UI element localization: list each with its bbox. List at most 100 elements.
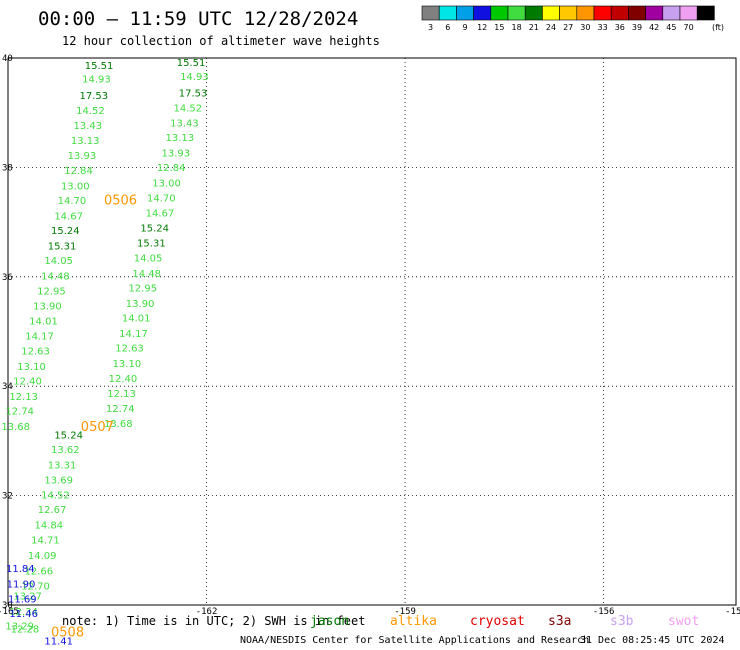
swh-value: 13.43 (74, 121, 103, 132)
pass-label: 0508 (51, 626, 84, 641)
footer-note: note: 1) Time is in UTC; 2) SWH is in fe… (62, 614, 365, 628)
legend-label: 21 (529, 23, 539, 32)
legend-label: 9 (462, 23, 467, 32)
legend-swatch (438, 5, 457, 21)
swh-value: 14.05 (134, 253, 163, 264)
y-tick-label: 38 (2, 163, 13, 173)
mission-s3b: s3b (610, 614, 634, 629)
swh-value: 13.00 (61, 181, 90, 192)
swh-value: 14.17 (25, 332, 54, 343)
legend-label: 15 (494, 23, 504, 32)
swh-value: 12.84 (64, 166, 93, 177)
y-tick-label: 36 (2, 273, 13, 283)
swh-value: 12.66 (25, 566, 54, 577)
swh-value: 17.53 (79, 91, 108, 102)
legend-swatch (559, 5, 578, 21)
swh-value: 12.63 (115, 344, 144, 355)
swh-value: 13.31 (48, 460, 77, 471)
swh-value: 13.13 (71, 136, 100, 147)
mission-jason: jason (310, 614, 349, 629)
plot-frame (7, 57, 737, 606)
footer-timestamp: 31 Dec 08:25:45 UTC 2024 (580, 635, 725, 646)
legend-swatch (610, 5, 629, 21)
swh-value: 11.46 (9, 609, 38, 620)
swh-value: 14.93 (180, 72, 209, 83)
swh-value: 15.31 (137, 239, 166, 250)
legend-label: 45 (666, 23, 676, 32)
swh-value: 11.41 (44, 636, 73, 647)
grid-lines (8, 58, 736, 605)
swh-value: 15.24 (140, 223, 169, 234)
legend-swatch (645, 5, 664, 21)
color-legend: 3 6 9 12 15 18 21 24 27 30 33 36 39 42 45 70 (421, 5, 715, 32)
swh-value: 12.95 (37, 286, 66, 297)
mission-swot: swot (668, 614, 699, 629)
swh-value: 12.13 (107, 389, 136, 400)
swh-value: 13.10 (113, 359, 142, 370)
legend-label: 42 (649, 23, 659, 32)
swh-value: 12.74 (106, 404, 135, 415)
swh-value: 14.67 (146, 209, 175, 220)
legend-swatch (679, 5, 698, 21)
swh-value: 12.74 (5, 407, 34, 418)
legend-swatch (490, 5, 509, 21)
swh-value: 13.29 (5, 622, 34, 633)
swh-value: 14.48 (132, 269, 161, 280)
mission-legend: jason altika cryosat s3a s3b swot (310, 614, 699, 629)
swh-values: 15.51 14.93 17.53 14.52 13.43 13.13 13.93 12.84… (1, 58, 209, 647)
swh-value: 12.70 (21, 582, 50, 593)
swh-value: 14.84 (34, 520, 63, 531)
swh-value: 15.51 (85, 61, 114, 72)
swh-value: 14.48 (41, 272, 70, 283)
legend-label: 30 (580, 23, 590, 32)
y-tick-label: 30 (2, 601, 13, 611)
swh-value: 13.93 (68, 151, 97, 162)
legend-swatch (628, 5, 646, 21)
swh-value: 15.24 (51, 226, 80, 237)
legend-swatch (593, 5, 612, 21)
pass-label: 0507 (81, 420, 114, 435)
swh-value: 13.13 (166, 133, 195, 144)
legend-label: 3 (428, 23, 433, 32)
swh-value: 13.43 (170, 118, 199, 129)
legend-swatch (473, 5, 492, 21)
legend-swatch (542, 5, 560, 21)
swh-value: 17.53 (179, 88, 208, 99)
swh-value: 13.62 (51, 445, 80, 456)
swh-value: 13.93 (162, 148, 191, 159)
swh-value: 12.13 (9, 392, 38, 403)
x-tick-label: -159 (394, 607, 416, 617)
swh-value: 14.52 (76, 106, 105, 117)
chart-title: 00:00 – 11:59 UTC 12/28/2024 (38, 8, 358, 30)
swh-value: 13.68 (1, 422, 30, 433)
swh-value: 12.28 (11, 624, 40, 635)
swh-value: 14.52 (41, 490, 70, 501)
swh-value: 14.17 (119, 329, 148, 340)
swh-value: 15.31 (48, 241, 77, 252)
x-axis-ticks: -165-162-159-156-153-154 (0, 607, 740, 617)
swh-value: 12.84 (157, 163, 186, 174)
legend-label: 39 (632, 23, 642, 32)
swh-value: 12.95 (128, 284, 157, 295)
legend-swatch (524, 5, 543, 21)
y-tick-label: 34 (2, 382, 13, 392)
swh-value: 11.84 (6, 564, 35, 575)
x-tick-label: -165 (0, 607, 19, 617)
swh-value: 12.67 (38, 505, 67, 516)
swh-value: 15.24 (54, 431, 83, 442)
x-tick-label: -154 (725, 607, 740, 617)
swh-value: 14.01 (122, 314, 151, 325)
legend-label: 27 (563, 23, 573, 32)
legend-swatch (421, 5, 440, 21)
swh-value: 11.90 (7, 579, 36, 590)
y-tick-label: 40 (2, 54, 13, 64)
swh-value: 13.00 (152, 179, 181, 190)
swh-value: 14.52 (173, 104, 202, 115)
legend-unit: (ft) (712, 23, 724, 32)
swh-value: 11.69 (8, 594, 37, 605)
swh-value: 14.05 (44, 256, 73, 267)
mission-altika: altika (390, 614, 437, 629)
swh-value: 13.90 (126, 299, 155, 310)
swh-value: 14.09 (28, 551, 57, 562)
